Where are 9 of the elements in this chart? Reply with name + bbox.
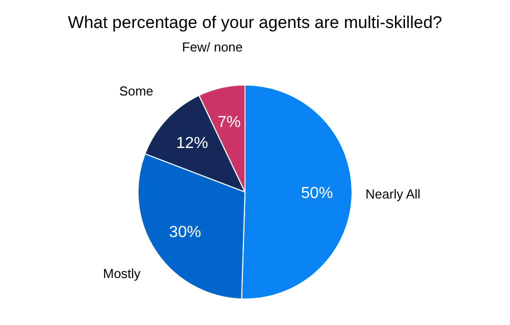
- data-label: 30%: [169, 224, 202, 241]
- data-label: 12%: [176, 135, 208, 152]
- slice-label: Mostly: [103, 266, 142, 281]
- slice-label: Nearly All: [366, 186, 421, 202]
- slice-label: Few/ none: [182, 40, 243, 55]
- slice-label: Some: [119, 84, 154, 99]
- data-label: 50%: [300, 185, 334, 202]
- data-label: 7%: [218, 114, 241, 131]
- chart-title: What percentage of your agents are multi-skilled?: [68, 13, 442, 32]
